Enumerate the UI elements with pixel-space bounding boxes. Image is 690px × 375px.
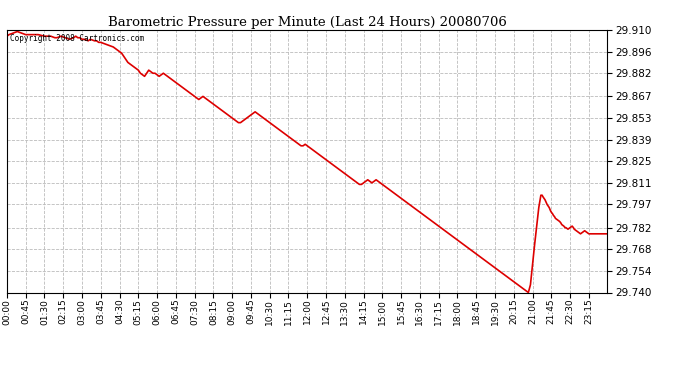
- Title: Barometric Pressure per Minute (Last 24 Hours) 20080706: Barometric Pressure per Minute (Last 24 …: [108, 16, 506, 29]
- Text: Copyright 2008 Cartronics.com: Copyright 2008 Cartronics.com: [10, 34, 144, 43]
